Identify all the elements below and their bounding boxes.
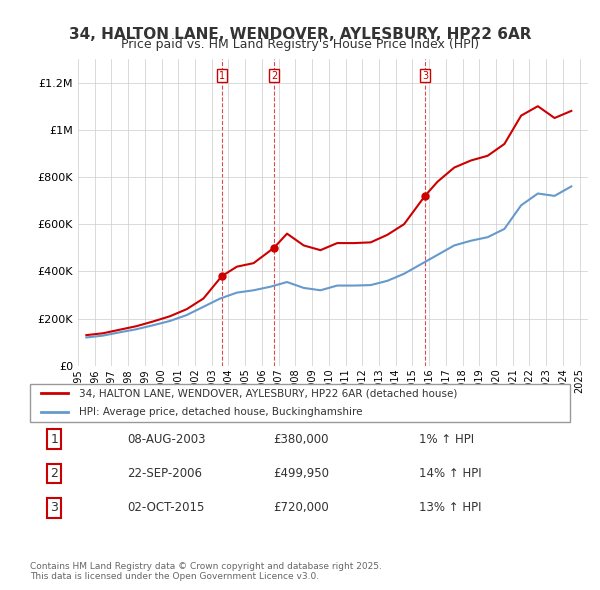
Text: HPI: Average price, detached house, Buckinghamshire: HPI: Average price, detached house, Buck… (79, 407, 362, 417)
Text: 34, HALTON LANE, WENDOVER, AYLESBURY, HP22 6AR (detached house): 34, HALTON LANE, WENDOVER, AYLESBURY, HP… (79, 388, 457, 398)
Text: 13% ↑ HPI: 13% ↑ HPI (419, 502, 481, 514)
Text: 3: 3 (422, 71, 428, 80)
Text: Contains HM Land Registry data © Crown copyright and database right 2025.
This d: Contains HM Land Registry data © Crown c… (30, 562, 382, 581)
Text: 1% ↑ HPI: 1% ↑ HPI (419, 432, 474, 445)
Text: £499,950: £499,950 (273, 467, 329, 480)
Text: £720,000: £720,000 (273, 502, 329, 514)
Text: £380,000: £380,000 (273, 432, 329, 445)
Text: 1: 1 (50, 432, 58, 445)
Text: 02-OCT-2015: 02-OCT-2015 (127, 502, 205, 514)
Text: 14% ↑ HPI: 14% ↑ HPI (419, 467, 481, 480)
Text: 34, HALTON LANE, WENDOVER, AYLESBURY, HP22 6AR: 34, HALTON LANE, WENDOVER, AYLESBURY, HP… (69, 27, 531, 41)
Text: 08-AUG-2003: 08-AUG-2003 (127, 432, 206, 445)
FancyBboxPatch shape (30, 384, 570, 422)
Text: 2: 2 (271, 71, 277, 80)
Text: Price paid vs. HM Land Registry's House Price Index (HPI): Price paid vs. HM Land Registry's House … (121, 38, 479, 51)
Text: 3: 3 (50, 502, 58, 514)
Text: 22-SEP-2006: 22-SEP-2006 (127, 467, 202, 480)
Text: 1: 1 (219, 71, 225, 80)
Text: 2: 2 (50, 467, 58, 480)
